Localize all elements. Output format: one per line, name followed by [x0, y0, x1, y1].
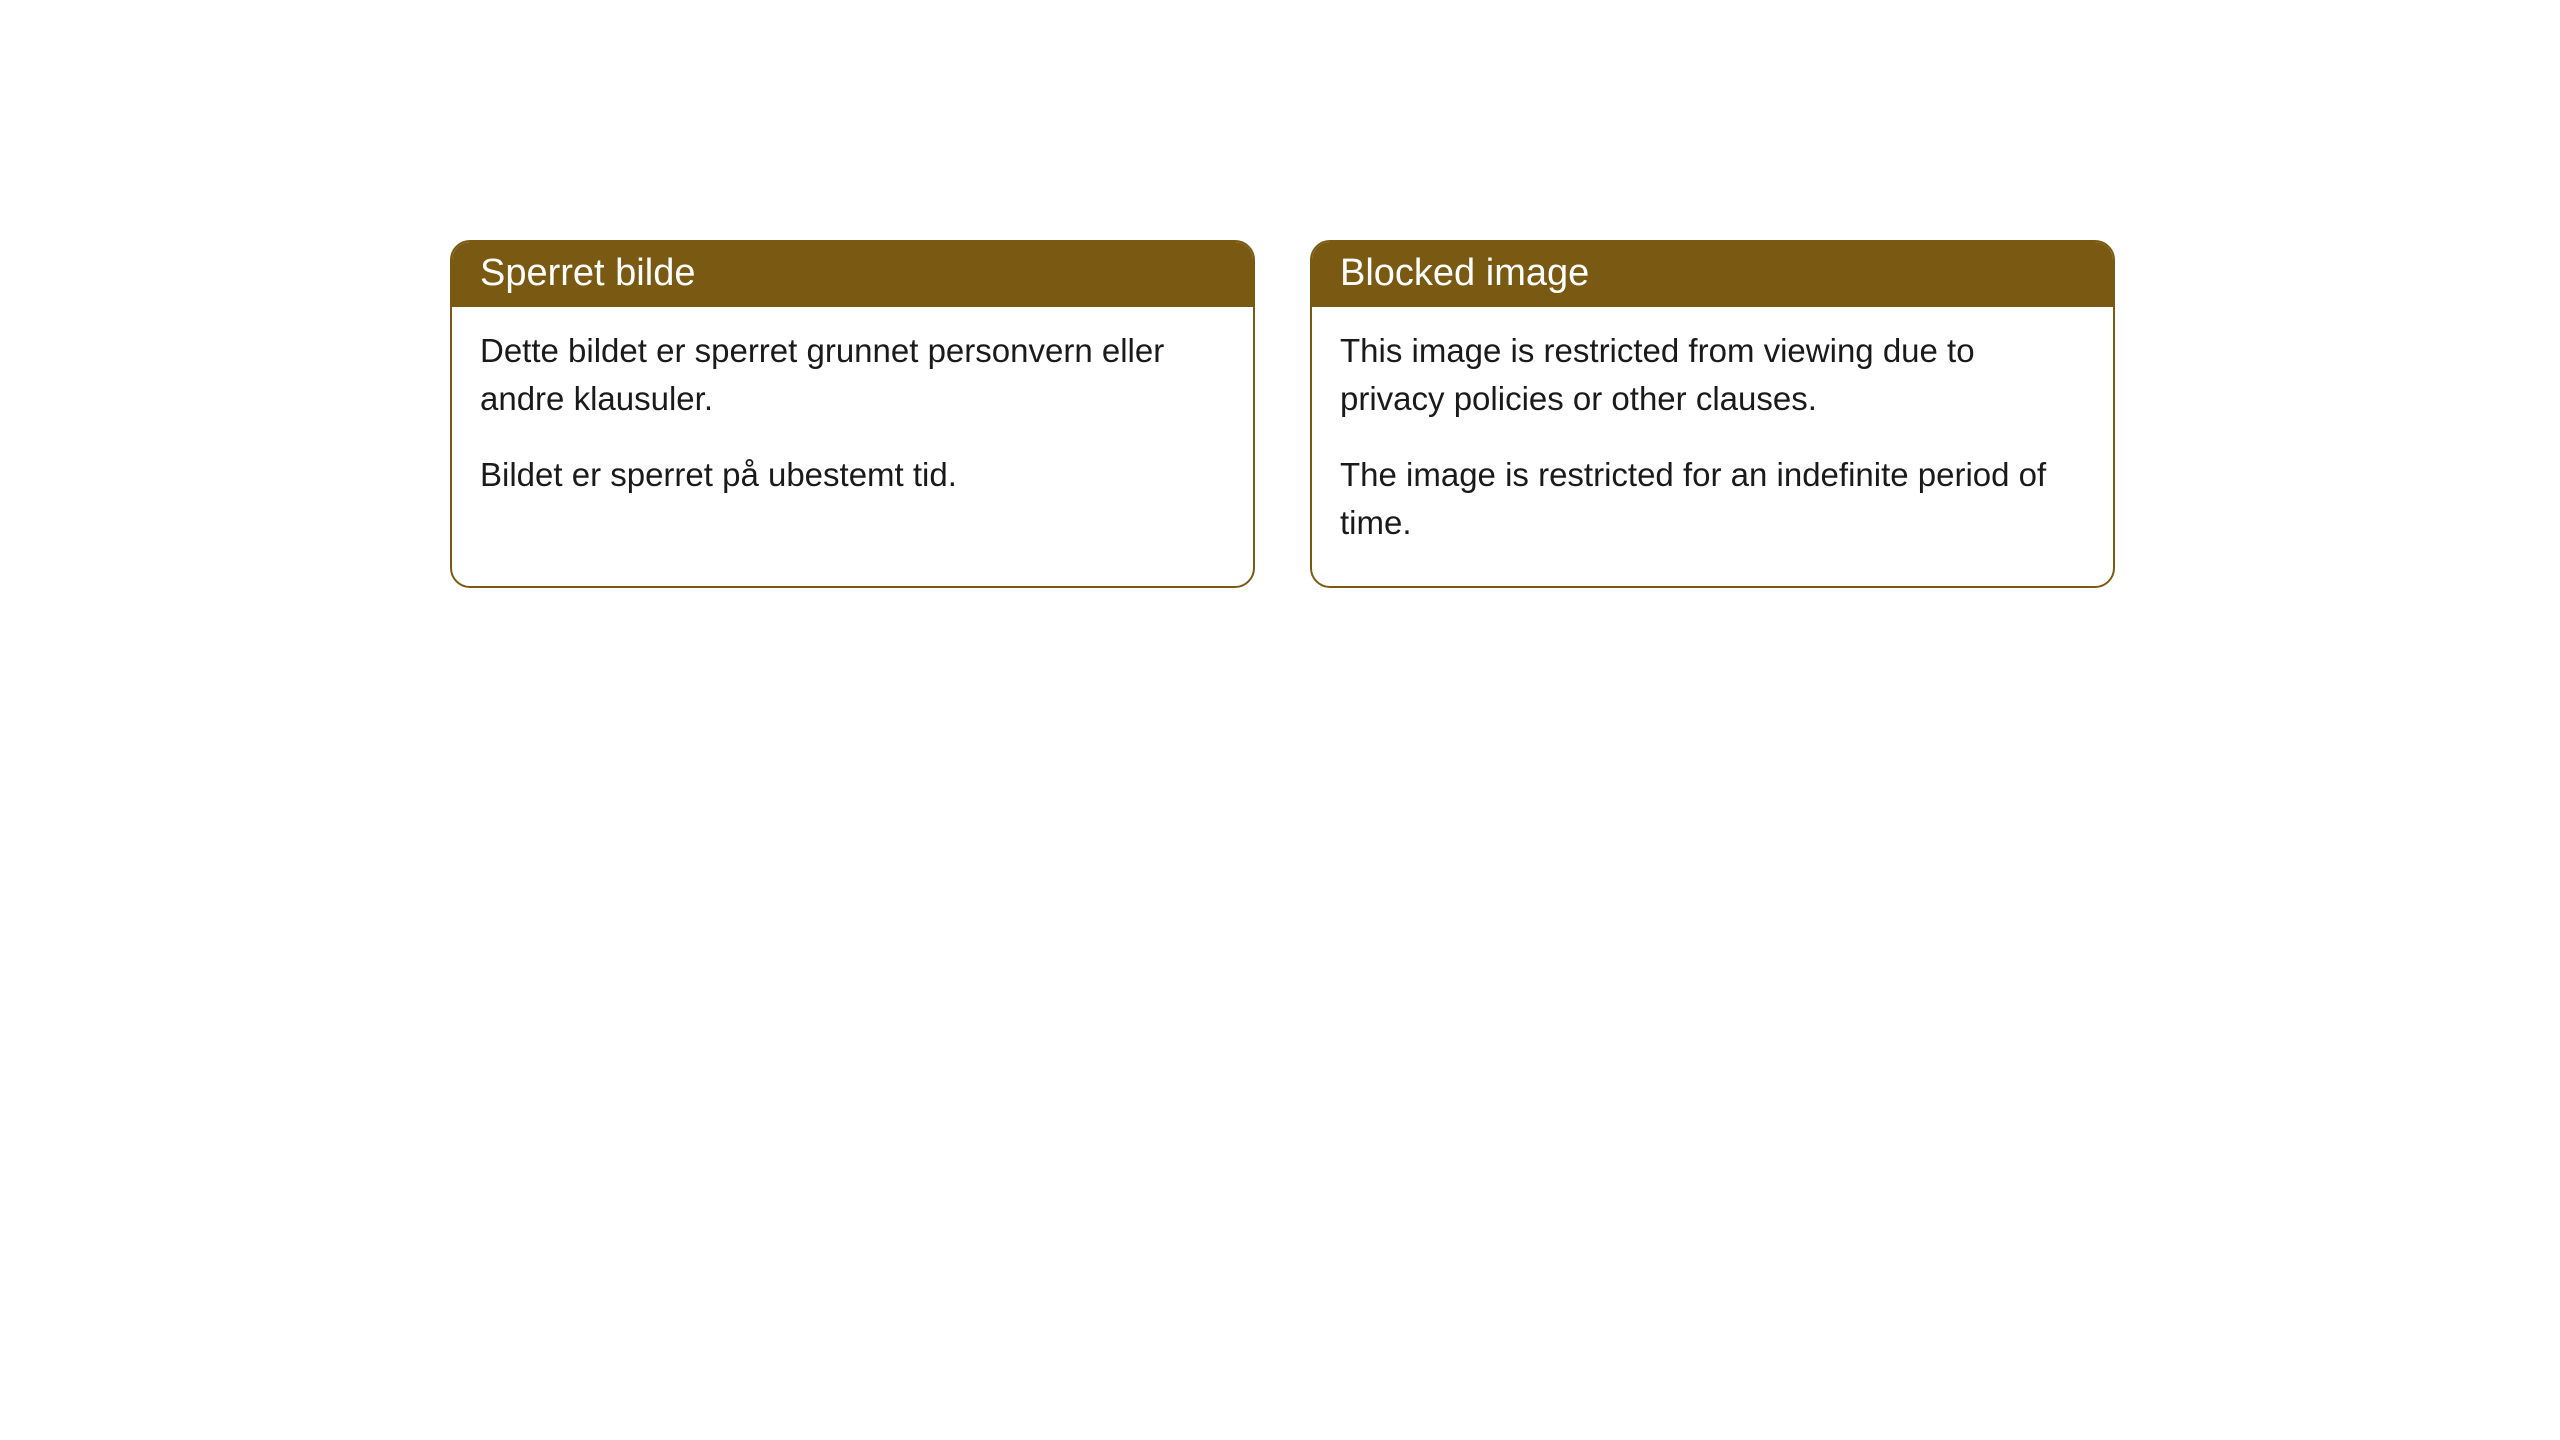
notice-header: Blocked image: [1312, 242, 2113, 307]
notice-card-norwegian: Sperret bilde Dette bildet er sperret gr…: [450, 240, 1255, 588]
notice-paragraph: Bildet er sperret på ubestemt tid.: [480, 451, 1225, 499]
notice-body: This image is restricted from viewing du…: [1312, 307, 2113, 586]
notice-paragraph: The image is restricted for an indefinit…: [1340, 451, 2085, 547]
notice-card-english: Blocked image This image is restricted f…: [1310, 240, 2115, 588]
notice-container: Sperret bilde Dette bildet er sperret gr…: [450, 240, 2115, 588]
notice-header: Sperret bilde: [452, 242, 1253, 307]
notice-title: Sperret bilde: [480, 252, 695, 294]
notice-title: Blocked image: [1340, 252, 1589, 294]
notice-paragraph: This image is restricted from viewing du…: [1340, 327, 2085, 423]
notice-paragraph: Dette bildet er sperret grunnet personve…: [480, 327, 1225, 423]
notice-body: Dette bildet er sperret grunnet personve…: [452, 307, 1253, 539]
